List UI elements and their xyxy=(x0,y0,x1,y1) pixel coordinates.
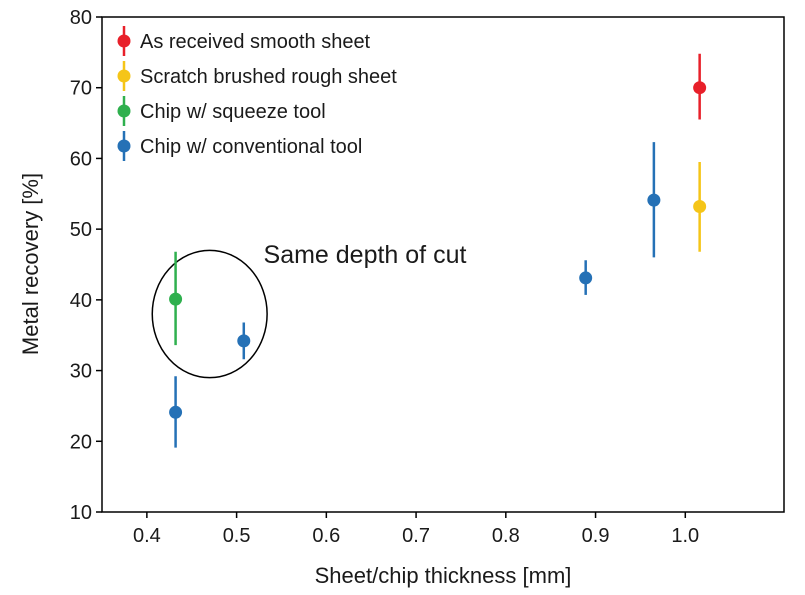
plot-area-frame xyxy=(101,16,785,513)
x-tick-label: 0.9 xyxy=(582,525,610,547)
x-axis: 0.4 0.5 0.6 0.7 0.8 0.9 1.0 xyxy=(133,512,699,547)
x-axis-label: Sheet/chip thickness [mm] xyxy=(315,563,572,588)
annotation-same-depth-of-cut: Same depth of cut xyxy=(264,241,467,269)
data-point xyxy=(647,142,661,258)
x-tick-label: 0.7 xyxy=(402,525,430,547)
data-point xyxy=(237,322,251,360)
y-axis-label: Metal recovery [%] xyxy=(18,173,43,355)
legend-label: Chip w/ squeeze tool xyxy=(140,101,326,123)
legend-marker xyxy=(117,34,131,48)
data-point-marker xyxy=(169,405,183,419)
x-tick-label: 0.8 xyxy=(492,525,520,547)
y-tick-label: 80 xyxy=(70,7,92,29)
x-tick-label: 1.0 xyxy=(671,525,699,547)
data-point-marker xyxy=(647,193,661,207)
data-point xyxy=(169,376,183,448)
y-tick-label: 20 xyxy=(70,431,92,453)
legend-item: As received smooth sheet xyxy=(117,26,371,56)
y-tick-label: 60 xyxy=(70,148,92,170)
data-point-marker xyxy=(579,271,593,285)
legend-label: Scratch brushed rough sheet xyxy=(140,66,397,88)
legend-item: Chip w/ conventional tool xyxy=(117,131,362,161)
y-tick-label: 30 xyxy=(70,361,92,383)
x-tick-label: 0.5 xyxy=(223,525,251,547)
legend-item: Scratch brushed rough sheet xyxy=(117,61,397,91)
y-tick-label: 40 xyxy=(70,290,92,312)
y-tick-label: 70 xyxy=(70,78,92,100)
legend-label: As received smooth sheet xyxy=(140,31,371,53)
data-point-marker xyxy=(693,200,707,214)
data-point-marker xyxy=(693,81,707,95)
y-tick-label: 10 xyxy=(70,502,92,524)
legend-marker xyxy=(117,139,131,153)
highlight-ellipse xyxy=(151,249,268,379)
legend-label: Chip w/ conventional tool xyxy=(140,136,362,158)
x-tick-label: 0.6 xyxy=(312,525,340,547)
data-point xyxy=(693,161,707,252)
data-point-marker xyxy=(169,292,183,306)
legend-item: Chip w/ squeeze tool xyxy=(117,96,326,126)
data-point xyxy=(693,53,707,120)
legend-marker xyxy=(117,104,131,118)
legend: As received smooth sheet Scratch brushed … xyxy=(117,26,397,161)
y-tick-label: 50 xyxy=(70,219,92,241)
legend-marker xyxy=(117,69,131,83)
data-point xyxy=(579,260,593,295)
x-tick-label: 0.4 xyxy=(133,525,161,547)
y-axis: 10 20 30 40 50 60 70 80 xyxy=(70,7,102,524)
data-point-marker xyxy=(237,334,251,348)
data-points xyxy=(169,53,707,448)
data-point xyxy=(169,251,183,346)
